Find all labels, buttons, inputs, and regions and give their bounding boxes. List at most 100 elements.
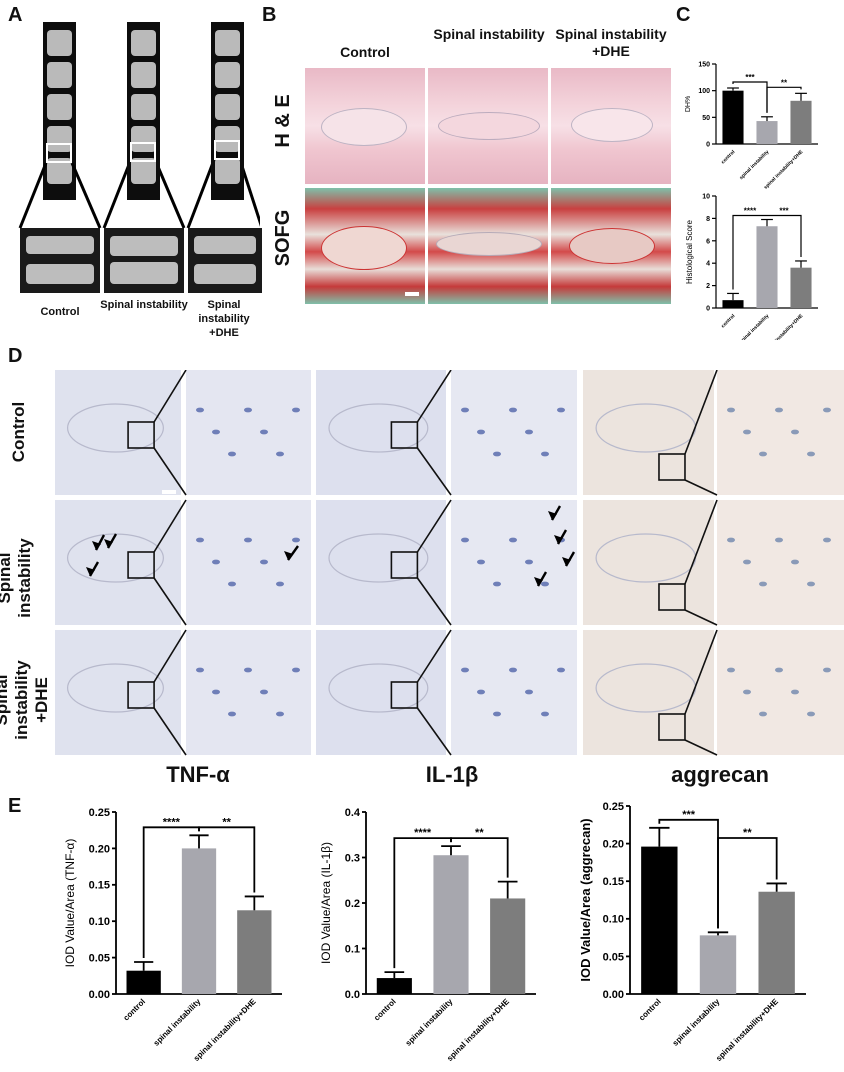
cell-nucleus	[292, 537, 300, 543]
cell-nucleus	[759, 451, 767, 457]
cell-nucleus	[276, 711, 284, 717]
xray-roi-box	[214, 140, 240, 160]
cell-nucleus	[807, 711, 815, 717]
chart-iod-aggrecan: 0.00 0.05 0.10 0.15 0.20 0.25 IOD Value/Area (…	[578, 801, 806, 1063]
zoom-line	[416, 629, 452, 683]
x-tick-label: control	[637, 997, 663, 1023]
y-tick-label: 6	[706, 238, 710, 245]
zoom-line	[416, 577, 452, 626]
cell-nucleus	[493, 451, 501, 457]
x-tick-label: spinal instability+DHE	[445, 997, 511, 1063]
zoom-roi-box	[658, 583, 686, 611]
zoom-line	[416, 370, 452, 423]
disc-outline	[67, 663, 164, 713]
cell-nucleus	[509, 407, 517, 413]
zoom-roi-box	[658, 453, 686, 481]
sofg-spinal-instability-image	[428, 188, 548, 304]
cell-nucleus	[461, 667, 469, 673]
cell-nucleus	[477, 429, 485, 435]
significance-label: ****	[163, 816, 181, 828]
y-tick-label: 150	[698, 61, 710, 68]
ihc-zoom-image	[186, 630, 311, 755]
ihc-zoom-image	[717, 500, 844, 625]
y-tick-label: 0.15	[89, 880, 110, 892]
ihc-overview-image	[316, 500, 446, 625]
cell-nucleus	[276, 451, 284, 457]
bar-spinal-instability	[756, 121, 778, 144]
cell-nucleus	[244, 537, 252, 543]
zoom-roi-box	[390, 421, 419, 449]
cell-nucleus	[791, 689, 799, 695]
cell-nucleus	[727, 407, 735, 413]
he-spinal-instability-dhe-image	[551, 68, 671, 184]
significance-label: ***	[682, 809, 696, 821]
y-tick-label: 0.05	[89, 952, 110, 964]
he-spinal-instability-image	[428, 68, 548, 184]
cell-nucleus	[196, 667, 204, 673]
ihc-overview-image	[316, 630, 446, 755]
zoom-line	[153, 707, 187, 756]
chart-iod-tnf: 0.00 0.05 0.10 0.15 0.20 0.25 IOD Value/Area (…	[63, 807, 282, 1063]
panel-letter-c: C	[676, 4, 691, 26]
cell-nucleus	[557, 667, 565, 673]
col-header-spinal-instability: Spinal instability	[433, 26, 545, 42]
zoom-line	[416, 707, 452, 756]
x-tick-label: spinal instability	[738, 149, 770, 181]
cell-nucleus	[244, 407, 252, 413]
row-label-sofg: SOFG	[272, 209, 294, 267]
bar-control	[722, 300, 744, 308]
cell-nucleus	[541, 581, 549, 587]
significance-label: ***	[779, 207, 789, 216]
cell-nucleus	[509, 537, 517, 543]
xray-spinal-instability-dhe	[211, 22, 244, 200]
zoom-line	[684, 609, 718, 626]
arrow-head	[562, 557, 571, 566]
cell-nucleus	[775, 407, 783, 413]
significance-label: **	[743, 827, 752, 839]
zoom-line	[153, 629, 187, 683]
panel-letter-e: E	[8, 795, 22, 817]
bar-spinal-instability	[756, 226, 778, 308]
cell-nucleus	[759, 711, 767, 717]
significance-bracket	[732, 214, 767, 290]
xray-zoom-spinal-instability	[104, 228, 184, 293]
ihc-grid	[55, 370, 844, 756]
row-label-he: H & E	[272, 94, 294, 148]
y-axis-label: DH%	[685, 96, 692, 112]
stain-label-aggrecan: aggrecan	[671, 762, 769, 787]
y-axis-label: IOD Value/Area (IL-1β)	[319, 842, 333, 964]
cell-nucleus	[823, 537, 831, 543]
significance-bracket	[766, 86, 802, 113]
bar-control	[722, 90, 744, 144]
xray-roi-box	[130, 142, 156, 162]
y-axis-label: Histological Score	[685, 219, 694, 284]
chart-iod-il1b: 0.0 0.1 0.2 0.3 0.4 IOD Value/Area (IL-1β) con…	[319, 807, 536, 1063]
cell-nucleus	[292, 407, 300, 413]
panel-letter-a: A	[8, 4, 23, 26]
significance-label: **	[222, 816, 231, 828]
cell-nucleus	[727, 667, 735, 673]
y-tick-label: 0.25	[603, 801, 624, 813]
cell-nucleus	[477, 559, 485, 565]
y-tick-label: 0.20	[89, 843, 110, 855]
x-tick-label: control	[372, 997, 398, 1023]
ihc-zoom-image	[451, 630, 577, 755]
y-tick-label: 0.4	[345, 807, 361, 819]
x-tick-label: spinal instability	[404, 997, 455, 1048]
cell-nucleus	[743, 689, 751, 695]
significance-bracket	[198, 826, 256, 893]
chart-histological-score: 0 2 4 6 8 10 Histological Score control spinal i…	[685, 193, 818, 340]
y-tick-label: 0.00	[89, 989, 110, 1001]
col-header-spinal-instability-dhe: Spinal instability +DHE	[555, 26, 667, 59]
cell-nucleus	[260, 559, 268, 565]
y-tick-label: 8	[706, 216, 710, 223]
cell-nucleus	[541, 451, 549, 457]
arrow-head	[104, 539, 113, 548]
cell-nucleus	[525, 429, 533, 435]
ihc-overview-image	[583, 500, 714, 625]
zoom-line	[416, 447, 452, 496]
y-tick-label: 0	[706, 305, 710, 312]
stain-label-tnf: TNF-α	[166, 762, 230, 787]
bar-control	[641, 846, 678, 994]
